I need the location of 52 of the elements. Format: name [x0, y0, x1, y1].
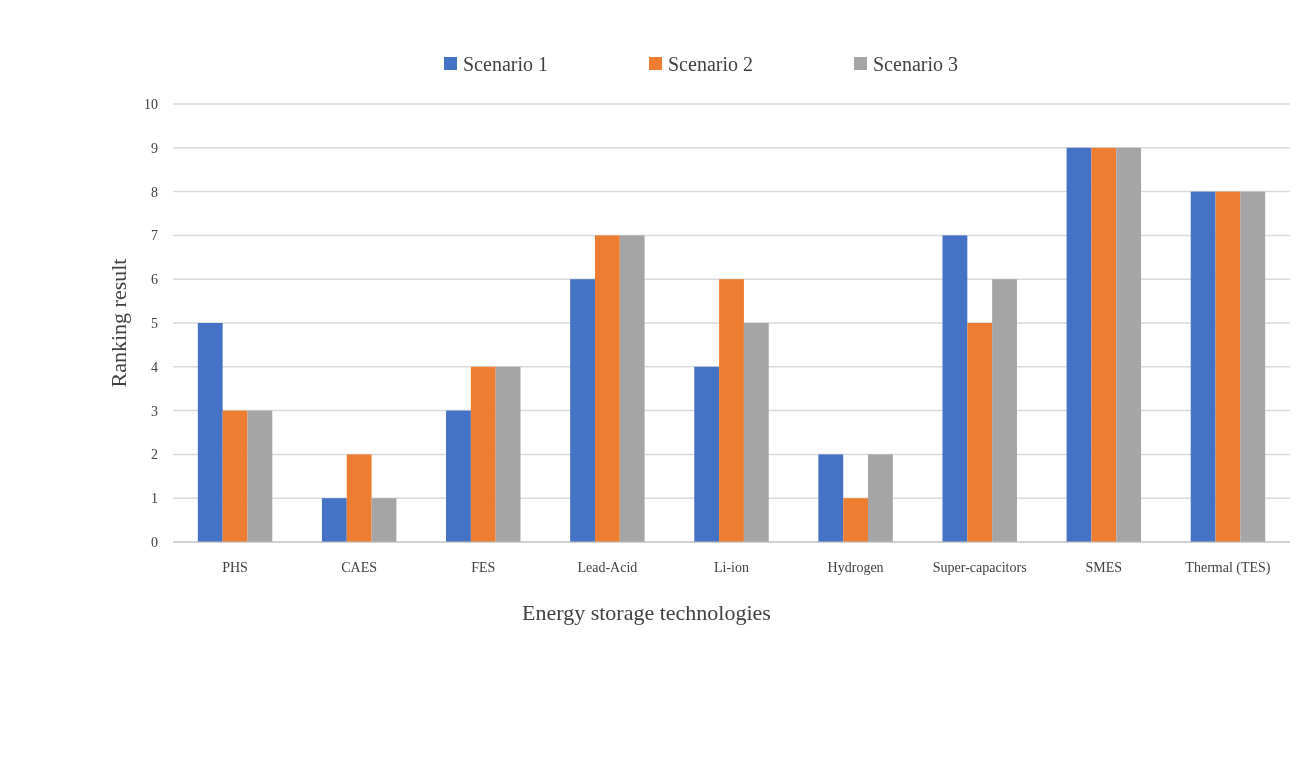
bar	[992, 279, 1017, 542]
bar	[495, 366, 521, 542]
legend-label: Scenario 1	[463, 52, 548, 75]
bar	[1091, 147, 1117, 542]
bar	[594, 235, 620, 542]
x-tick-label: Thermal (TES)	[1185, 560, 1271, 576]
bar	[247, 410, 273, 542]
bar	[1116, 147, 1142, 542]
bar	[321, 498, 347, 542]
bar	[743, 323, 769, 542]
y-tick-label: 2	[151, 447, 158, 463]
bar	[1190, 191, 1216, 542]
y-tick-label: 3	[151, 403, 158, 419]
bar	[1066, 147, 1092, 542]
x-tick-label: CAES	[341, 560, 378, 575]
y-tick-label: 6	[151, 272, 158, 288]
y-tick-label: 5	[151, 315, 158, 331]
y-tick-label: 7	[151, 228, 158, 244]
legend-label: Scenario 3	[873, 52, 958, 75]
bar	[1215, 191, 1241, 542]
x-tick-label: PHS	[222, 560, 248, 575]
bar	[843, 498, 869, 542]
bar	[346, 454, 372, 542]
x-tick-label: Super-capacitors	[932, 560, 1027, 575]
bar	[446, 410, 471, 542]
y-tick-label: 10	[144, 96, 158, 112]
x-tick-label: SMES	[1085, 560, 1123, 575]
bar	[967, 323, 993, 542]
y-tick-label: 4	[151, 359, 158, 375]
bar	[868, 454, 893, 542]
bar	[818, 454, 844, 542]
x-tick-label: FES	[471, 560, 496, 575]
bar	[570, 279, 595, 542]
x-tick-label: Hydrogen	[827, 560, 884, 575]
bar	[942, 235, 968, 542]
x-axis-title: Energy storage technologies	[522, 600, 771, 625]
y-tick-label: 1	[151, 491, 158, 507]
legend-label: Scenario 2	[668, 52, 753, 75]
y-tick-label: 8	[151, 184, 158, 200]
y-tick-label: 9	[151, 140, 158, 156]
y-tick-label: 0	[151, 534, 158, 550]
bar	[1240, 191, 1266, 542]
x-tick-label: Li-ion	[714, 560, 749, 575]
bar	[619, 235, 645, 542]
bar	[470, 366, 496, 542]
x-tick-label: Lead-Acid	[577, 560, 638, 575]
bar	[371, 498, 397, 542]
y-axis-title: Ranking result	[106, 258, 131, 388]
bar	[719, 279, 744, 542]
bar	[197, 323, 223, 542]
bar	[694, 366, 720, 542]
bar	[222, 410, 248, 542]
